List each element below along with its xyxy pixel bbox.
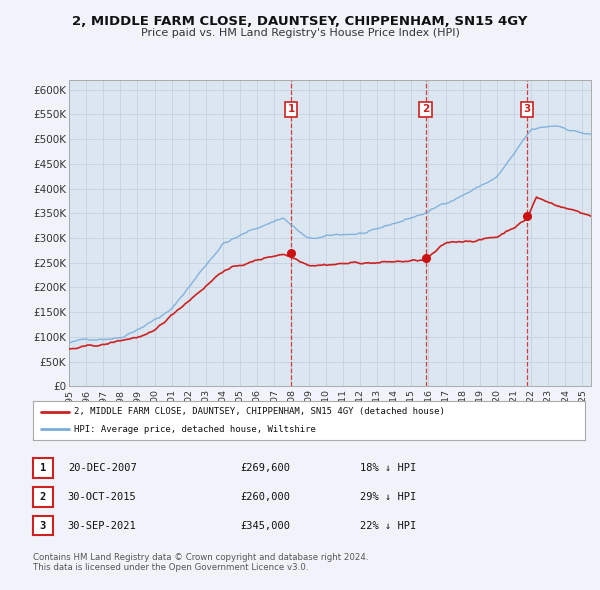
Text: 29% ↓ HPI: 29% ↓ HPI — [360, 492, 416, 502]
Text: 1: 1 — [287, 104, 295, 114]
Text: 3: 3 — [40, 521, 46, 530]
Text: 2: 2 — [422, 104, 429, 114]
Text: Price paid vs. HM Land Registry's House Price Index (HPI): Price paid vs. HM Land Registry's House … — [140, 28, 460, 38]
Text: 2, MIDDLE FARM CLOSE, DAUNTSEY, CHIPPENHAM, SN15 4GY (detached house): 2, MIDDLE FARM CLOSE, DAUNTSEY, CHIPPENH… — [74, 407, 445, 416]
Text: 2: 2 — [40, 492, 46, 502]
Text: 30-OCT-2015: 30-OCT-2015 — [68, 492, 137, 502]
Text: £260,000: £260,000 — [240, 492, 290, 502]
Text: £269,600: £269,600 — [240, 463, 290, 473]
Text: 20-DEC-2007: 20-DEC-2007 — [68, 463, 137, 473]
Text: HPI: Average price, detached house, Wiltshire: HPI: Average price, detached house, Wilt… — [74, 425, 316, 434]
Text: 1: 1 — [40, 463, 46, 473]
Text: 18% ↓ HPI: 18% ↓ HPI — [360, 463, 416, 473]
Text: 30-SEP-2021: 30-SEP-2021 — [68, 521, 137, 530]
Text: Contains HM Land Registry data © Crown copyright and database right 2024.: Contains HM Land Registry data © Crown c… — [33, 553, 368, 562]
Text: This data is licensed under the Open Government Licence v3.0.: This data is licensed under the Open Gov… — [33, 563, 308, 572]
Text: 2, MIDDLE FARM CLOSE, DAUNTSEY, CHIPPENHAM, SN15 4GY: 2, MIDDLE FARM CLOSE, DAUNTSEY, CHIPPENH… — [73, 15, 527, 28]
Text: 3: 3 — [523, 104, 530, 114]
Text: 22% ↓ HPI: 22% ↓ HPI — [360, 521, 416, 530]
Text: £345,000: £345,000 — [240, 521, 290, 530]
